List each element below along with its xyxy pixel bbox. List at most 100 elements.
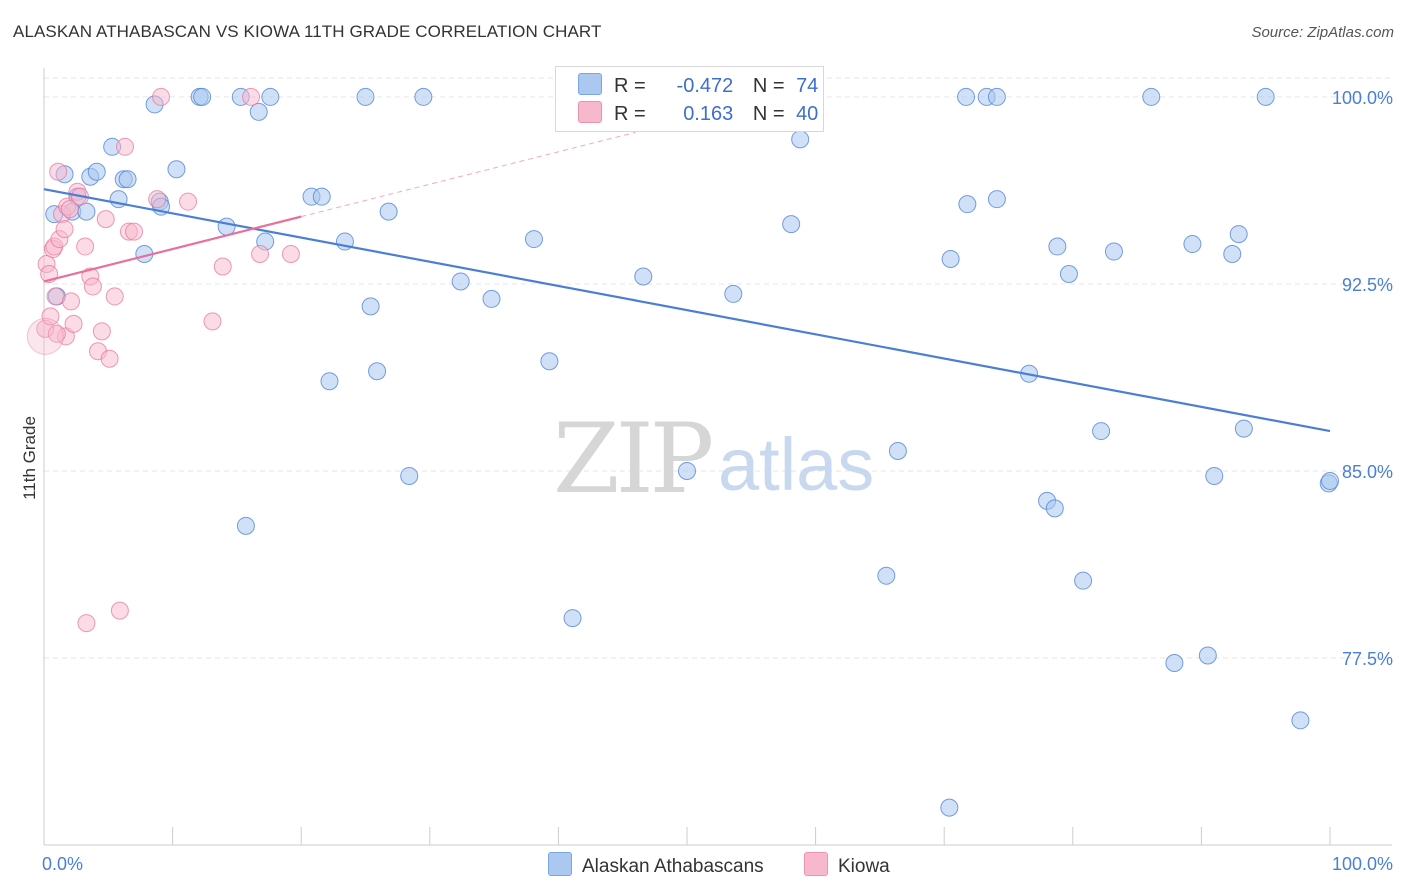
blue-point xyxy=(634,267,653,286)
blue-point xyxy=(987,190,1006,209)
blue-point xyxy=(1229,225,1248,244)
source-label: Source: ZipAtlas.com xyxy=(1251,24,1394,41)
legend-r-label: R = xyxy=(614,75,646,97)
blue-point xyxy=(940,798,959,817)
pink-point xyxy=(55,220,74,239)
pink-point xyxy=(213,257,232,276)
blue-point xyxy=(888,442,907,461)
legend-row-blue: R = -0.472 N = 74 xyxy=(578,73,818,99)
pink-point xyxy=(76,237,95,256)
blue-point xyxy=(217,217,236,236)
blue-point xyxy=(312,187,331,206)
blue-point xyxy=(1045,499,1064,518)
y-tick-label: 77.5% xyxy=(1342,649,1393,669)
bottom-legend-label-blue: Alaskan Athabascans xyxy=(582,856,764,877)
pink-point xyxy=(64,314,83,333)
pink-trend-extension xyxy=(301,131,636,218)
blue-point xyxy=(1092,422,1111,441)
pink-point xyxy=(110,601,129,620)
pink-legend-swatch xyxy=(804,852,828,876)
legend-n-value-blue: 74 xyxy=(796,75,819,97)
pink-point xyxy=(100,349,119,368)
watermark-atlas: atlas xyxy=(718,423,874,506)
blue-point xyxy=(524,230,543,249)
blue-point xyxy=(1074,571,1093,590)
y-tick-label: 92.5% xyxy=(1342,275,1393,295)
blue-point xyxy=(193,87,212,106)
blue-point xyxy=(877,566,896,585)
blue-point xyxy=(414,87,433,106)
blue-point xyxy=(1198,646,1217,665)
pink-point xyxy=(148,190,167,209)
blue-point xyxy=(724,284,743,303)
pink-point xyxy=(77,614,96,633)
pink-point xyxy=(49,162,68,181)
blue-point xyxy=(356,87,375,106)
blue-point xyxy=(77,202,96,221)
blue-point xyxy=(540,352,559,371)
pink-point xyxy=(26,317,64,355)
blue-point xyxy=(1183,235,1202,254)
y-tick-label: 85.0% xyxy=(1342,462,1393,482)
blue-point xyxy=(958,195,977,214)
legend-r-value-blue: -0.472 xyxy=(676,75,734,97)
pink-point xyxy=(105,287,124,306)
correlation-legend: R = -0.472 N = 74 R = 0.163 N = 40 xyxy=(555,66,824,132)
blue-point xyxy=(1142,87,1161,106)
pink-point xyxy=(152,87,171,106)
blue-point xyxy=(1048,237,1067,256)
blue-point xyxy=(379,202,398,221)
bottom-legend-label-pink: Kiowa xyxy=(838,856,890,877)
blue-point xyxy=(1205,466,1224,485)
blue-point xyxy=(236,516,255,535)
blue-point xyxy=(261,87,280,106)
blue-point xyxy=(1256,87,1275,106)
y-tick-label: 100.0% xyxy=(1332,88,1393,108)
blue-point xyxy=(791,130,810,149)
pink-point xyxy=(46,287,65,306)
pink-point xyxy=(125,222,144,241)
blue-point xyxy=(249,102,268,121)
blue-point xyxy=(451,272,470,291)
pink-point xyxy=(281,245,300,264)
pink-point xyxy=(251,245,270,264)
pink-point xyxy=(47,324,66,343)
pink-point xyxy=(83,277,102,296)
blue-point xyxy=(1104,242,1123,261)
blue-point xyxy=(678,461,696,480)
blue-point xyxy=(563,609,582,628)
watermark-zip: ZIP xyxy=(553,403,712,515)
pink-point xyxy=(92,322,111,341)
bottom-legend-blue: Alaskan Athabascans xyxy=(548,852,764,878)
blue-point xyxy=(1291,711,1310,730)
blue-point xyxy=(87,162,106,181)
legend-n-value-pink: 40 xyxy=(796,103,819,125)
blue-point xyxy=(1321,471,1339,490)
blue-point xyxy=(782,215,801,234)
blue-point xyxy=(987,87,1006,106)
blue-point xyxy=(320,372,339,391)
blue-point xyxy=(957,87,976,106)
blue-point xyxy=(1234,419,1253,438)
blue-point xyxy=(1165,653,1184,672)
pink-point xyxy=(242,87,261,106)
blue-point xyxy=(941,250,960,269)
blue-point xyxy=(1059,264,1078,283)
legend-n-label: N = xyxy=(752,75,785,97)
x-tick-label: 100.0% xyxy=(1332,854,1393,874)
pink-swatch xyxy=(578,101,602,123)
blue-trend-line xyxy=(43,188,1331,433)
pink-point xyxy=(203,312,222,331)
pink-point xyxy=(179,192,198,211)
blue-swatch xyxy=(578,73,602,95)
legend-r-value-pink: 0.163 xyxy=(683,103,734,125)
blue-point xyxy=(482,289,501,308)
pink-point xyxy=(60,200,79,219)
legend-r-label: R = xyxy=(614,103,646,125)
blue-point xyxy=(368,362,387,381)
blue-point xyxy=(400,466,419,485)
chart-title: ALASKAN ATHABASCAN VS KIOWA 11TH GRADE C… xyxy=(13,22,602,41)
blue-point xyxy=(167,160,186,179)
legend-n-label: N = xyxy=(752,103,785,125)
